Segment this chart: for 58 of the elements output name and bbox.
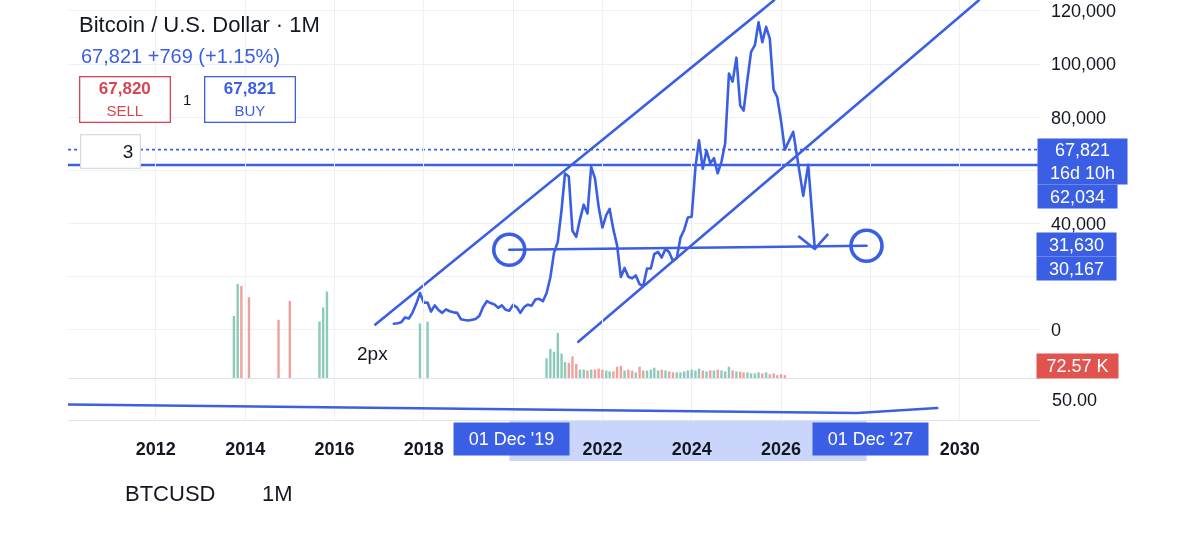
bar [623, 370, 626, 378]
x-tick-label: 2012 [135, 438, 176, 459]
bar [690, 369, 693, 378]
text: 01 Dec '19 [468, 429, 555, 449]
bar [664, 370, 667, 378]
bar [749, 373, 753, 378]
text: Bitcoin / U.S. Dollar · 1M [79, 11, 320, 37]
text: 01 Dec '27 [827, 429, 914, 449]
y-tick-label: 40,000 [1051, 213, 1107, 234]
x-tick-label: 2014 [225, 438, 266, 459]
bar [612, 371, 615, 378]
bar [638, 366, 641, 378]
text: BTCUSD [125, 481, 216, 506]
bar [694, 370, 697, 378]
annotation: 2px [357, 343, 389, 364]
x-tick-label: 2016 [314, 438, 355, 459]
annotation: 3 [122, 140, 134, 162]
bar [240, 285, 243, 378]
bar [634, 372, 637, 378]
text: 1M [262, 481, 293, 506]
bar [772, 373, 775, 378]
bar [549, 348, 552, 378]
text: 72.57 K [1046, 355, 1109, 376]
bar [426, 321, 429, 378]
y-tick-label: 0 [1051, 320, 1062, 341]
text: 67,821 +769 (+1.15%) [81, 45, 281, 67]
ref-line-label: 67,821 16d 10h [1049, 139, 1116, 184]
ref-line-label: 62,034 [1049, 186, 1106, 207]
y-tick-label: 120,000 [1051, 1, 1117, 22]
bar [601, 369, 604, 378]
bar [720, 370, 723, 378]
bar [586, 370, 589, 378]
bar [746, 372, 749, 378]
bar [277, 319, 280, 378]
bar [705, 371, 708, 378]
x-tick-label: 2022 [582, 438, 623, 459]
x-tick-label: 2030 [939, 438, 980, 459]
bar [753, 373, 757, 378]
bar [675, 372, 678, 378]
bar [627, 369, 630, 378]
text: 30,167 [1048, 258, 1105, 279]
bar [571, 356, 574, 378]
bar [761, 373, 764, 378]
bar [757, 372, 760, 378]
annotation: 1 [183, 91, 192, 108]
x-tick-label: 2026 [761, 438, 802, 459]
y-tick-label: 80,000 [1051, 107, 1107, 128]
bar [731, 370, 734, 378]
x-tick-label: 2024 [671, 438, 712, 459]
bar [735, 371, 738, 378]
bar [597, 368, 600, 378]
annotation: 67,820 SELL [98, 79, 151, 120]
bar [679, 372, 682, 378]
y-tick-label: 100,000 [1051, 54, 1117, 75]
annotation: 67,821 BUY [223, 79, 276, 120]
text: 50.00 [1052, 390, 1098, 410]
text: 31,630 [1048, 234, 1105, 255]
x-tick-label: 2018 [403, 438, 444, 459]
